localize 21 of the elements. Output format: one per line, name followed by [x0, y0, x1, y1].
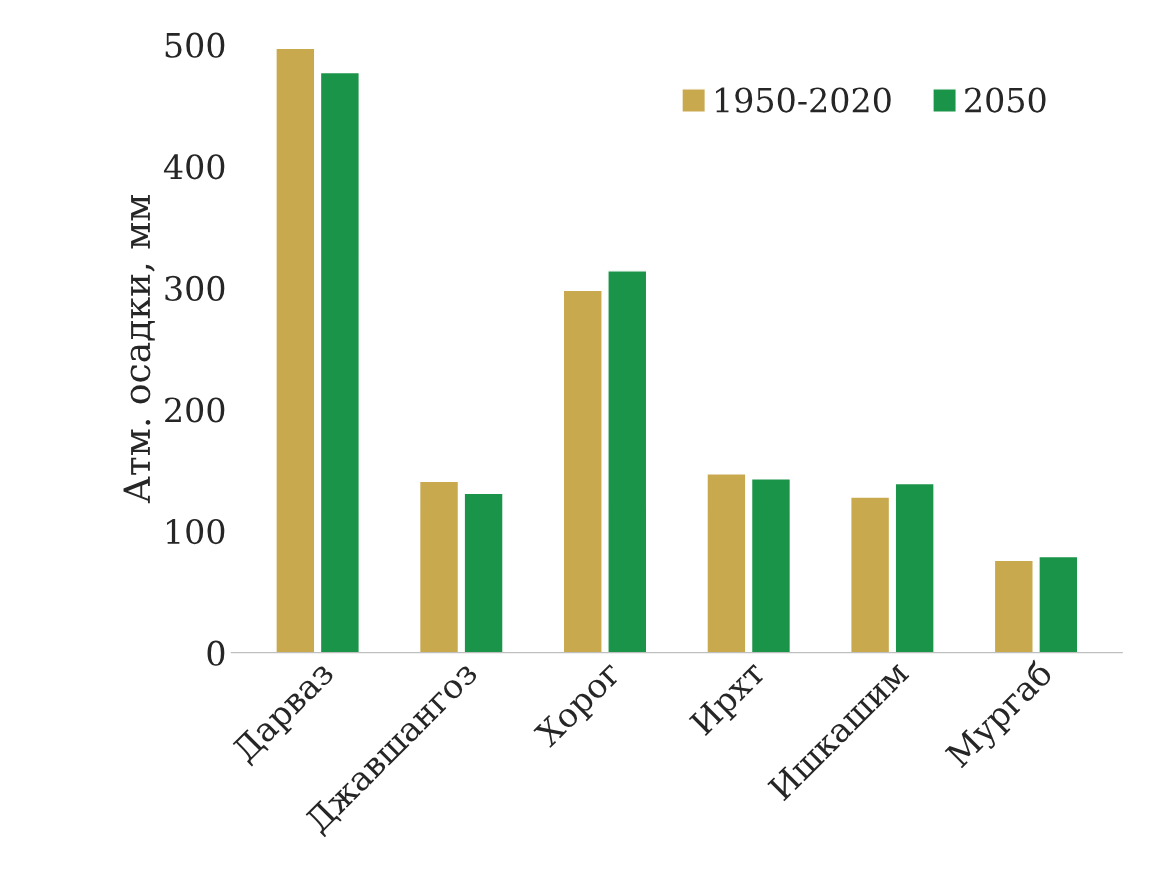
- y-tick-label: 400: [163, 154, 225, 180]
- bar: [562, 289, 603, 653]
- bar: [993, 559, 1034, 653]
- y-tick-label: 100: [166, 518, 225, 545]
- bar: [463, 492, 504, 653]
- legend-label: 2050: [965, 87, 1046, 113]
- bar: [1038, 555, 1079, 653]
- y-tick-label: 500: [165, 32, 225, 58]
- y-tick-label: 0: [207, 640, 225, 666]
- bar: [275, 47, 316, 653]
- y-axis-title: Атм. осадки, мм: [123, 195, 155, 504]
- bar: [894, 482, 935, 653]
- bar: [418, 480, 460, 653]
- bar: [607, 270, 648, 653]
- bar: [319, 71, 360, 653]
- legend-label: 1950-2020: [716, 87, 891, 113]
- bar: [850, 496, 891, 653]
- bar: [706, 473, 747, 653]
- y-tick-label: 200: [165, 397, 225, 423]
- y-tick-label: 300: [165, 275, 225, 302]
- bar: [750, 478, 792, 653]
